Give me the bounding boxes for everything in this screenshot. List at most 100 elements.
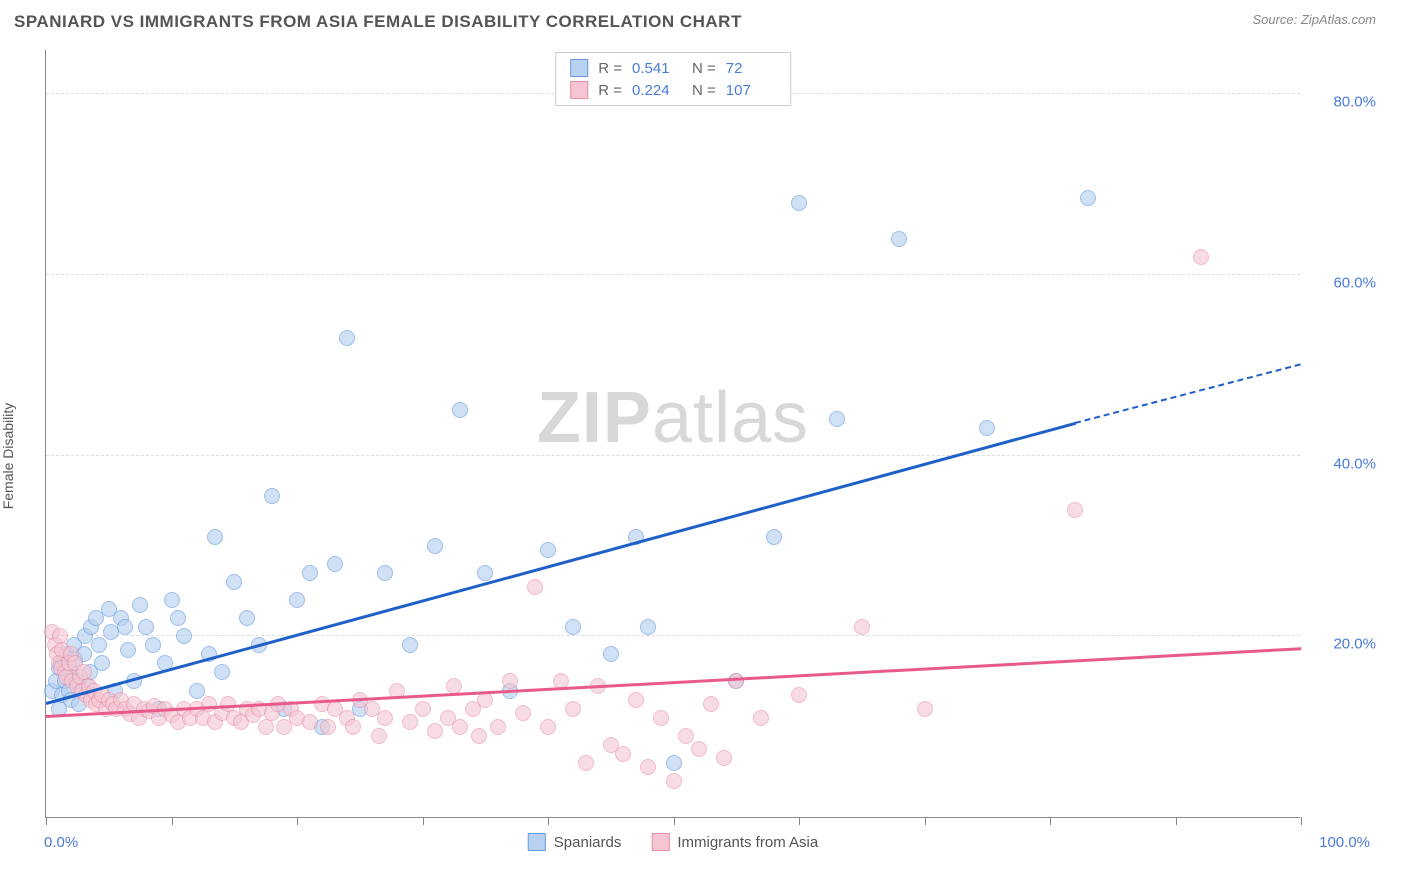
scatter-point <box>302 714 318 730</box>
legend-row-immigrants: R = 0.224 N = 107 <box>570 79 776 101</box>
trend-line-extrapolated <box>1075 363 1301 424</box>
x-tick-label: 100.0% <box>1310 834 1370 851</box>
scatter-point <box>138 619 154 635</box>
gridline <box>46 274 1300 275</box>
scatter-point <box>164 592 180 608</box>
scatter-point <box>452 719 468 735</box>
scatter-point <box>527 579 543 595</box>
scatter-point <box>170 610 186 626</box>
scatter-point <box>289 592 305 608</box>
trend-line <box>46 647 1301 717</box>
scatter-point <box>91 637 107 653</box>
x-tick <box>674 817 675 825</box>
scatter-point <box>471 728 487 744</box>
scatter-point <box>891 231 907 247</box>
scatter-point <box>753 710 769 726</box>
y-axis-label: Female Disability <box>0 403 16 510</box>
scatter-point <box>1080 190 1096 206</box>
scatter-point <box>402 714 418 730</box>
x-tick <box>925 817 926 825</box>
r-value: 0.224 <box>632 82 682 99</box>
legend-item: Spaniards <box>528 833 622 851</box>
x-tick <box>46 817 47 825</box>
x-tick <box>297 817 298 825</box>
scatter-point <box>640 619 656 635</box>
n-label: N = <box>692 60 716 77</box>
x-tick <box>1050 817 1051 825</box>
y-tick-label: 80.0% <box>1316 94 1376 111</box>
scatter-point <box>716 750 732 766</box>
n-label: N = <box>692 82 716 99</box>
scatter-point <box>666 755 682 771</box>
scatter-point <box>339 330 355 346</box>
scatter-point <box>145 637 161 653</box>
scatter-point <box>854 619 870 635</box>
scatter-point <box>320 719 336 735</box>
scatter-point <box>666 773 682 789</box>
scatter-point <box>189 683 205 699</box>
series-legend: Spaniards Immigrants from Asia <box>528 833 818 851</box>
legend-swatch-icon <box>528 833 546 851</box>
legend-swatch-icon <box>570 59 588 77</box>
scatter-point <box>628 692 644 708</box>
x-tick <box>799 817 800 825</box>
scatter-point <box>327 556 343 572</box>
x-tick <box>548 817 549 825</box>
scatter-point <box>264 488 280 504</box>
chart-container: Female Disability ZIPatlas R = 0.541 N =… <box>0 36 1406 876</box>
scatter-point <box>117 619 133 635</box>
plot-area: ZIPatlas R = 0.541 N = 72 R = 0.224 N = … <box>45 50 1300 818</box>
scatter-point <box>640 759 656 775</box>
trend-line <box>46 422 1076 705</box>
scatter-point <box>490 719 506 735</box>
scatter-point <box>578 755 594 771</box>
gridline <box>46 635 1300 636</box>
x-tick <box>1176 817 1177 825</box>
scatter-point <box>477 565 493 581</box>
scatter-point <box>603 646 619 662</box>
scatter-point <box>691 741 707 757</box>
scatter-point <box>515 705 531 721</box>
scatter-point <box>427 723 443 739</box>
y-tick-label: 60.0% <box>1316 274 1376 291</box>
scatter-point <box>829 411 845 427</box>
scatter-point <box>377 565 393 581</box>
watermark: ZIPatlas <box>537 377 809 459</box>
scatter-point <box>377 710 393 726</box>
gridline <box>46 455 1300 456</box>
scatter-point <box>540 719 556 735</box>
legend-swatch-icon <box>570 81 588 99</box>
x-tick <box>1301 817 1302 825</box>
y-tick-label: 20.0% <box>1316 636 1376 653</box>
scatter-point <box>452 402 468 418</box>
scatter-point <box>176 628 192 644</box>
legend-label: Spaniards <box>554 834 622 851</box>
source-attribution: Source: ZipAtlas.com <box>1252 12 1376 27</box>
legend-item: Immigrants from Asia <box>651 833 818 851</box>
x-tick <box>423 817 424 825</box>
r-label: R = <box>598 60 622 77</box>
chart-title: SPANIARD VS IMMIGRANTS FROM ASIA FEMALE … <box>14 12 742 32</box>
scatter-point <box>653 710 669 726</box>
scatter-point <box>979 420 995 436</box>
legend-label: Immigrants from Asia <box>677 834 818 851</box>
scatter-point <box>678 728 694 744</box>
scatter-point <box>791 687 807 703</box>
scatter-point <box>766 529 782 545</box>
correlation-legend: R = 0.541 N = 72 R = 0.224 N = 107 <box>555 52 791 106</box>
scatter-point <box>446 678 462 694</box>
scatter-point <box>214 664 230 680</box>
scatter-point <box>1193 249 1209 265</box>
legend-swatch-icon <box>651 833 669 851</box>
scatter-point <box>427 538 443 554</box>
x-tick-label: 0.0% <box>44 834 78 851</box>
scatter-point <box>226 574 242 590</box>
n-value: 72 <box>726 60 776 77</box>
scatter-point <box>207 529 223 545</box>
scatter-point <box>371 728 387 744</box>
scatter-point <box>565 701 581 717</box>
scatter-point <box>917 701 933 717</box>
scatter-point <box>94 655 110 671</box>
scatter-point <box>239 610 255 626</box>
scatter-point <box>565 619 581 635</box>
